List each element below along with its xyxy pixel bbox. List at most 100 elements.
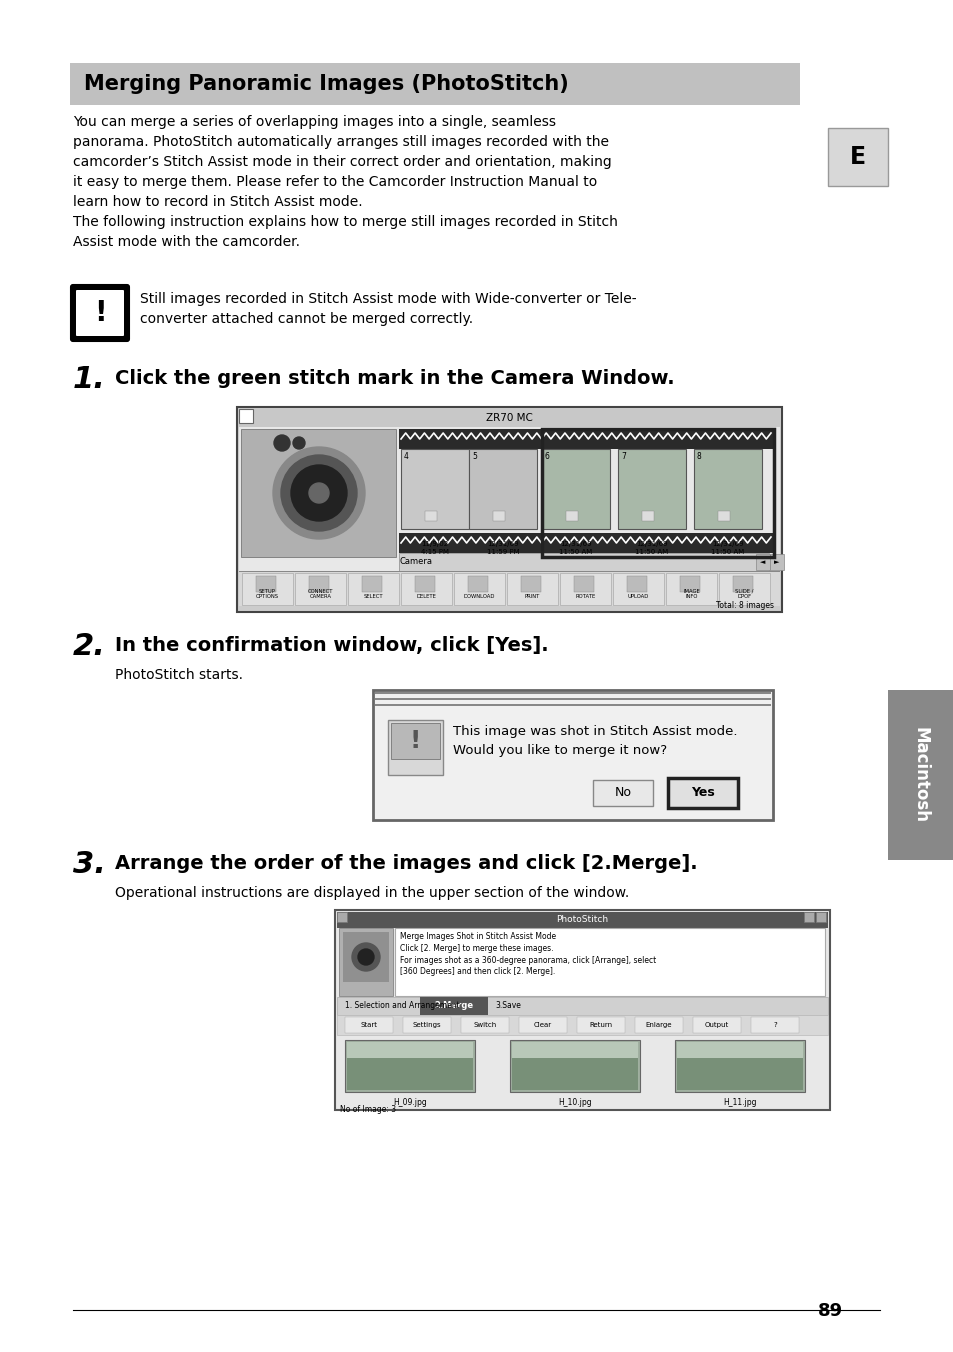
Bar <box>294 573 346 604</box>
Bar <box>665 573 717 604</box>
Text: 89: 89 <box>817 1302 841 1320</box>
Text: In the confirmation window, click [Yes].: In the confirmation window, click [Yes]. <box>115 635 548 654</box>
Text: ROTATE: ROTATE <box>575 594 595 599</box>
Text: Click the green stitch mark in the Camera Window.: Click the green stitch mark in the Camer… <box>115 369 674 388</box>
Bar <box>769 554 783 571</box>
Bar <box>565 511 578 521</box>
Circle shape <box>357 949 374 965</box>
Text: Switch: Switch <box>473 1022 497 1028</box>
Text: ◄: ◄ <box>760 558 765 565</box>
Bar <box>375 707 770 708</box>
Bar <box>693 449 761 529</box>
Text: 4: 4 <box>403 452 409 461</box>
Text: IMAGE
INFO: IMAGE INFO <box>682 588 700 599</box>
Bar <box>677 1042 802 1064</box>
Text: H_09.jpg: H_09.jpg <box>393 1098 426 1107</box>
Bar <box>335 910 829 1110</box>
Text: No of Image: 3: No of Image: 3 <box>339 1105 395 1114</box>
Bar <box>541 429 773 557</box>
Text: No: No <box>614 787 631 799</box>
Bar <box>395 927 824 996</box>
Text: Macintosh: Macintosh <box>911 727 929 823</box>
Bar <box>375 700 770 703</box>
Bar <box>241 429 395 557</box>
Text: CONNECT
CAMERA: CONNECT CAMERA <box>308 588 333 599</box>
Bar <box>635 1017 682 1033</box>
Text: SELECT: SELECT <box>363 594 383 599</box>
Circle shape <box>352 942 379 971</box>
Bar <box>343 932 389 982</box>
Text: !: ! <box>93 299 106 327</box>
Bar <box>827 128 887 187</box>
Bar <box>468 576 488 592</box>
Circle shape <box>274 435 290 452</box>
Bar <box>518 1017 566 1033</box>
Bar <box>345 1017 393 1033</box>
Text: Output: Output <box>704 1022 728 1028</box>
Bar <box>348 573 398 604</box>
Bar <box>454 573 504 604</box>
Text: 6: 6 <box>544 452 549 461</box>
Text: Merging Panoramic Images (PhotoStitch): Merging Panoramic Images (PhotoStitch) <box>84 74 568 95</box>
Text: Return: Return <box>589 1022 612 1028</box>
Bar <box>626 576 646 592</box>
Text: Enlarge: Enlarge <box>645 1022 672 1028</box>
Text: 1. Selection and Arrangement: 1. Selection and Arrangement <box>345 1002 459 1010</box>
Bar <box>70 64 800 105</box>
Bar <box>593 780 652 806</box>
Bar <box>239 410 253 423</box>
Bar <box>424 511 436 521</box>
Text: PhotoStitch starts.: PhotoStitch starts. <box>115 668 243 681</box>
FancyBboxPatch shape <box>76 289 124 337</box>
Text: UPLOAD: UPLOAD <box>627 594 648 599</box>
FancyBboxPatch shape <box>71 285 129 341</box>
Bar <box>398 533 773 553</box>
Bar <box>345 1040 475 1092</box>
Circle shape <box>291 465 347 521</box>
Bar <box>373 690 772 821</box>
Bar <box>391 723 439 758</box>
Bar <box>512 1042 638 1090</box>
Bar <box>375 698 770 700</box>
Text: 1.: 1. <box>73 365 106 393</box>
Text: Start: Start <box>360 1022 377 1028</box>
Bar <box>398 429 773 449</box>
Text: 12/31/69
11:50 AM: 12/31/69 11:50 AM <box>558 541 592 554</box>
Bar <box>815 913 825 922</box>
Bar <box>520 576 540 592</box>
Bar <box>719 573 769 604</box>
Bar <box>415 576 435 592</box>
Text: 5: 5 <box>472 452 476 461</box>
Bar <box>347 1042 473 1064</box>
Bar <box>677 1042 802 1090</box>
Bar <box>347 1059 473 1090</box>
Text: PRINT: PRINT <box>524 594 539 599</box>
Bar <box>239 606 780 610</box>
Bar <box>400 449 469 529</box>
Text: H_10.jpg: H_10.jpg <box>558 1098 591 1107</box>
Text: 2.Merge: 2.Merge <box>434 1002 473 1010</box>
Bar <box>718 511 729 521</box>
Bar <box>375 704 770 706</box>
Bar <box>755 554 769 571</box>
Text: 7: 7 <box>620 452 625 461</box>
Bar <box>675 1040 804 1092</box>
Text: E: E <box>849 145 865 169</box>
Text: 12/31/69
11:59 PM: 12/31/69 11:59 PM <box>486 541 518 554</box>
Text: ►: ► <box>774 558 779 565</box>
Text: 3.: 3. <box>73 850 106 879</box>
Text: This image was shot in Stitch Assist mode.
Would you like to merge it now?: This image was shot in Stitch Assist mod… <box>453 725 737 757</box>
Bar <box>469 449 537 529</box>
Bar <box>398 553 768 571</box>
Bar <box>493 511 504 521</box>
Bar <box>336 1015 827 1036</box>
Bar <box>803 913 813 922</box>
Bar <box>460 1017 509 1033</box>
Text: 12/31/69
11:50 AM: 12/31/69 11:50 AM <box>635 541 668 554</box>
Text: !: ! <box>409 729 420 753</box>
Bar <box>336 996 827 1015</box>
Bar <box>400 573 452 604</box>
Text: ?: ? <box>772 1022 776 1028</box>
Text: Operational instructions are displayed in the upper section of the window.: Operational instructions are displayed i… <box>115 886 629 900</box>
Circle shape <box>273 448 365 539</box>
